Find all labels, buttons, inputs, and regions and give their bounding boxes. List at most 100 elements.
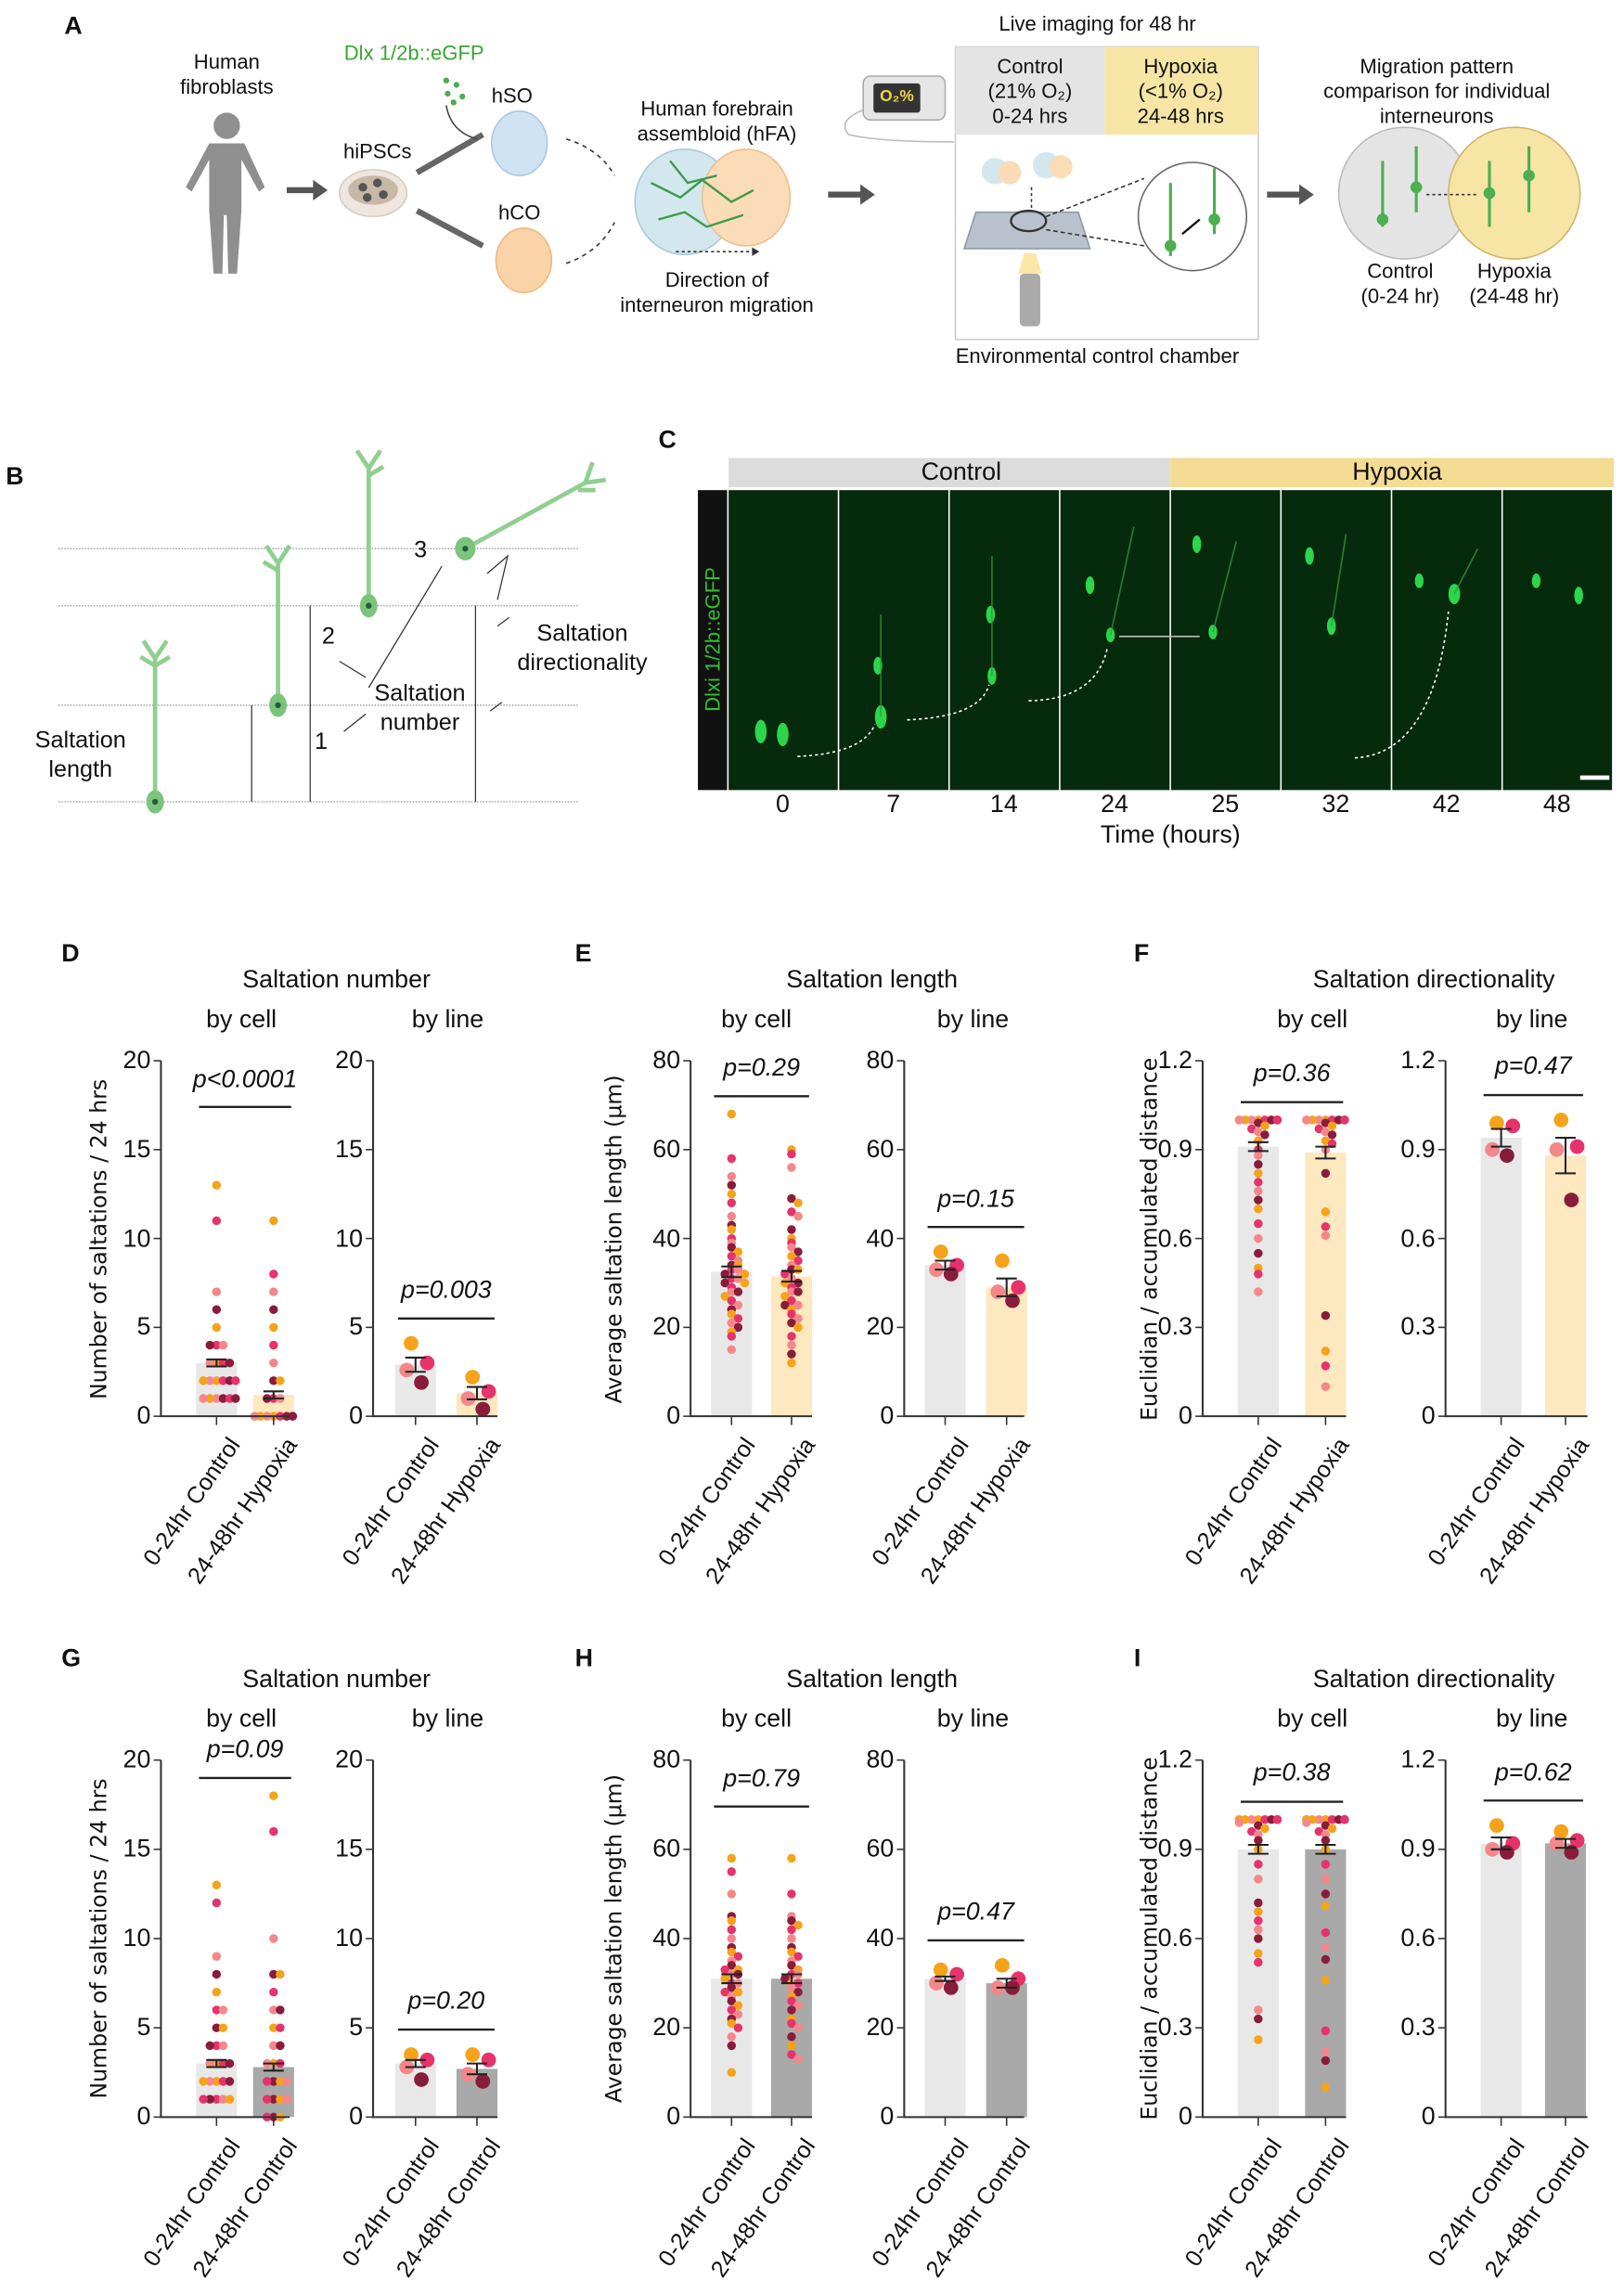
data-point [1254, 1168, 1263, 1179]
assembloid-icon [634, 148, 792, 256]
data-point [212, 1376, 222, 1385]
data-point [465, 2047, 481, 2062]
data-point [1321, 1136, 1331, 1145]
data-point [787, 2041, 796, 2051]
data-point [276, 2041, 285, 2051]
data-point [787, 1889, 796, 1899]
subplot-title: by cell [721, 1704, 793, 1733]
panel-label-c: C [658, 425, 677, 454]
data-point [1254, 1160, 1263, 1169]
data-point [1254, 1248, 1263, 1258]
data-point [727, 1996, 737, 2006]
data-point [787, 1225, 796, 1234]
bar [924, 1265, 966, 1417]
subplot-title: by line [411, 1704, 484, 1733]
data-point [269, 1269, 278, 1279]
data-point [269, 2005, 278, 2015]
bar [196, 2063, 238, 2118]
arrow-icon [287, 179, 329, 200]
data-point [1260, 1130, 1270, 1140]
neuron-icon [464, 461, 607, 551]
data-point [1254, 1127, 1263, 1137]
panel-label-i: I [1133, 1644, 1141, 1673]
culture-dish-icon [338, 169, 408, 218]
data-point [1321, 1954, 1331, 1965]
data-point [1321, 1836, 1331, 1845]
data-point [199, 2077, 208, 2086]
data-point [787, 1318, 796, 1328]
reporter-label: Dlx 1/2b::eGFP [343, 41, 484, 65]
timelapse-frame [1392, 490, 1502, 791]
data-point [1254, 1195, 1263, 1205]
chart-title: Saltation number [242, 965, 431, 994]
y-tick-label: 0 [880, 1401, 895, 1430]
data-point [205, 2058, 214, 2068]
data-point [419, 1355, 435, 1371]
data-point [787, 1193, 796, 1204]
data-point [1260, 1815, 1270, 1824]
data-point [727, 1983, 737, 1992]
data-point [727, 1889, 737, 1899]
hco-label: hCO [497, 200, 541, 225]
neuron-icon [262, 544, 292, 705]
subplot-e-by-line [896, 1060, 1027, 1425]
data-point [404, 1335, 419, 1351]
data-point [733, 2001, 743, 2010]
y-tick-label: 20 [866, 2013, 895, 2042]
data-point [1254, 1957, 1263, 1967]
data-point [276, 2094, 285, 2104]
y-tick-label: 80 [866, 1046, 895, 1075]
data-point [1260, 1824, 1270, 1834]
human-silhouette-icon [186, 112, 265, 274]
timepoint-label: 14 [989, 790, 1018, 818]
y-tick-label: 15 [122, 1135, 151, 1164]
data-point [218, 1394, 228, 1403]
data-point [727, 2032, 737, 2042]
y-tick-label: 60 [866, 1835, 895, 1863]
data-point [787, 1332, 796, 1341]
y-tick-label: 5 [349, 1312, 363, 1341]
y-tick-label: 0 [666, 2102, 681, 2131]
data-point [475, 2073, 491, 2089]
error-bar [1554, 1837, 1576, 1849]
data-point [1254, 1269, 1263, 1279]
error-bar [1315, 1843, 1336, 1855]
data-point [995, 1253, 1010, 1269]
axis-line [372, 1061, 498, 1418]
data-point [1340, 1815, 1349, 1824]
data-point [740, 1269, 750, 1279]
data-point [787, 1961, 796, 1970]
y-tick-label: 0.6 [1400, 1924, 1436, 1952]
data-point [787, 1358, 796, 1368]
timepoint-label: 0 [776, 790, 790, 818]
data-point [793, 1314, 803, 1323]
data-point [727, 1947, 737, 1957]
p-value-label: p=0.09 [206, 1735, 284, 1764]
data-point [1254, 1233, 1263, 1244]
data-point [199, 2094, 208, 2104]
data-point [212, 1987, 222, 1997]
data-point [1260, 1121, 1270, 1131]
y-tick-label: 1.2 [1157, 1745, 1192, 1773]
data-point [1485, 1141, 1501, 1157]
subplot-i-by-line [1437, 1759, 1588, 2126]
y-tick-label: 0 [349, 2102, 363, 2131]
data-point [1321, 1875, 1331, 1884]
data-point [727, 1318, 737, 1328]
timelapse-frame [1060, 490, 1170, 791]
data-point [793, 1952, 803, 1961]
timepoint-label: 42 [1432, 790, 1461, 818]
chart-title: Saltation directionality [1312, 965, 1555, 994]
data-point [1569, 1139, 1585, 1154]
error-bar [405, 1356, 426, 1373]
data-point [212, 2041, 222, 2051]
data-point [269, 1987, 278, 1997]
data-point [269, 2041, 278, 2051]
data-point [262, 2077, 272, 2086]
subplot-title: by line [936, 1704, 1010, 1733]
data-point [727, 1345, 737, 1355]
data-point [218, 1358, 228, 1368]
y-tick-label: 0.9 [1400, 1135, 1436, 1164]
data-point [276, 1376, 285, 1385]
data-point [787, 1149, 796, 1159]
